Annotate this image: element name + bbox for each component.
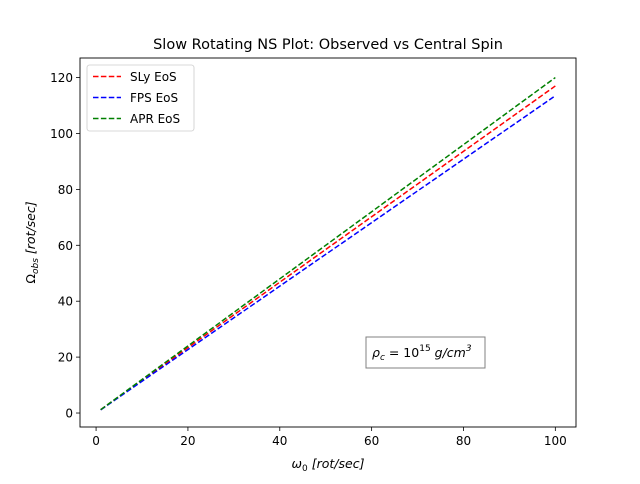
x-tick-label: 40 [272, 434, 287, 448]
x-tick-label: 0 [92, 434, 100, 448]
y-tick-label: 80 [58, 183, 73, 197]
y-tick-label: 100 [50, 127, 73, 141]
legend-label: APR EoS [130, 112, 180, 126]
x-tick-label: 60 [364, 434, 379, 448]
x-tick-label: 20 [180, 434, 195, 448]
plot-frame [79, 57, 577, 428]
legend: SLy EoS FPS EoS APR EoS [86, 64, 195, 132]
y-tick-label: 20 [58, 351, 73, 365]
legend-label: SLy EoS [130, 70, 177, 84]
series-line-fps [100, 95, 556, 411]
x-tick-label: 100 [544, 434, 567, 448]
y-tick-label: 60 [58, 239, 73, 253]
chart-title: Slow Rotating NS Plot: Observed vs Centr… [153, 37, 503, 53]
y-tick-label: 40 [58, 295, 73, 309]
annotation-text: ρc = 1015 g/cm3 [372, 344, 472, 363]
density-annotation: ρc = 1015 g/cm3 [365, 336, 486, 369]
y-tick-label: 120 [50, 71, 73, 85]
legend-box [86, 64, 195, 132]
x-axis-label: ω0 [rot/sec] [292, 456, 365, 474]
y-tick-label: 0 [65, 407, 73, 421]
legend-label: FPS EoS [130, 91, 178, 105]
x-axis-label-text: ω0 [rot/sec] [292, 456, 365, 474]
y-axis-label-text: Ωobs [rot/sec] [23, 201, 41, 283]
series-line-sly [100, 85, 556, 411]
y-axis-label: Ωobs [rot/sec] [23, 201, 41, 283]
x-tick-label: 80 [456, 434, 471, 448]
annotation-box [365, 336, 486, 369]
series-line-apr [100, 76, 556, 411]
